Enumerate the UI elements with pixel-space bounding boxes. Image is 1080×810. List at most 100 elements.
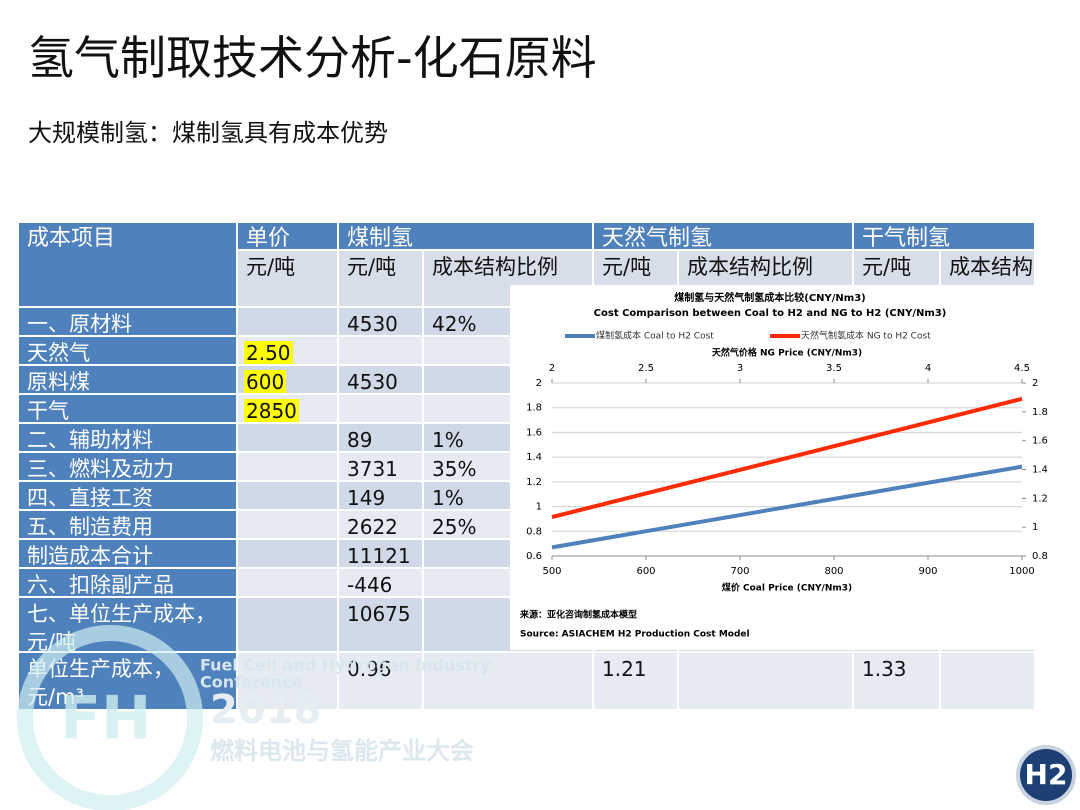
x2-tick-label: 4.5 xyxy=(1014,363,1030,374)
cell-text: 天然气 xyxy=(27,341,90,365)
data-cell xyxy=(338,336,423,365)
row-label: 四、直接工资 xyxy=(18,481,237,510)
x-tick-label: 700 xyxy=(730,566,749,577)
unit-cell: 元/吨 xyxy=(237,250,338,307)
cell-text: 1% xyxy=(432,428,464,452)
watermark-line2: Conference xyxy=(200,673,303,692)
source-note: 来源：亚化咨询制氢成本模型 xyxy=(519,609,637,621)
chart-title: 煤制氢与天然气制氢成本比较(CNY/Nm3) xyxy=(674,291,866,304)
y2-tick-label: 0.8 xyxy=(1032,551,1048,562)
watermark-fh: FH xyxy=(60,684,151,754)
data-cell: 2850 xyxy=(237,394,338,423)
cell-text: 11121 xyxy=(347,544,411,568)
x-tick-label: 500 xyxy=(542,566,561,577)
series-line xyxy=(551,464,1023,550)
y2-tick-label: 1.4 xyxy=(1032,465,1048,476)
cell-text: 10675 xyxy=(347,602,411,626)
data-cell xyxy=(237,568,338,597)
cell-text: 六、扣除副产品 xyxy=(27,573,174,597)
chart-subtitle: Cost Comparison between Coal to H2 and N… xyxy=(594,308,947,319)
watermark-line1: Fuel Cell and Hydrogen Industry xyxy=(200,656,491,675)
header-cell: 成本项目 xyxy=(18,222,237,307)
cell-text: 干气 xyxy=(27,399,69,423)
legend-label: 天然气制氢成本 NG to H2 Cost xyxy=(801,330,931,342)
slide-title: 氢气制取技术分析-化石原料 xyxy=(28,31,597,85)
data-cell: 149 xyxy=(338,481,423,510)
cell-text: 成本结构比例 xyxy=(949,255,1034,279)
data-cell xyxy=(237,510,338,539)
data-cell: 600 xyxy=(237,365,338,394)
x-tick-label: 800 xyxy=(824,566,843,577)
y-tick-label: 0.6 xyxy=(526,551,542,562)
cell-text: 元/吨 xyxy=(246,255,296,279)
data-cell: 10675 xyxy=(338,597,423,652)
row-label: 制造成本合计 xyxy=(18,539,237,568)
data-cell: -446 xyxy=(338,568,423,597)
cell-text: 煤制氢 xyxy=(347,226,414,250)
series-line xyxy=(551,396,1023,520)
cell-text: 1% xyxy=(432,486,464,510)
cell-text: 天然气制氢 xyxy=(602,226,713,250)
x2-axis-title: 天然气价格 NG Price (CNY/Nm3) xyxy=(712,347,862,359)
cell-text: 4530 xyxy=(347,312,398,336)
y2-tick-label: 1.8 xyxy=(1032,407,1048,418)
row-label: 天然气 xyxy=(18,336,237,365)
unit-cell: 元/吨 xyxy=(338,250,423,307)
data-cell xyxy=(237,597,338,652)
cell-text: 成本结构比例 xyxy=(687,255,813,279)
data-cell: 89 xyxy=(338,423,423,452)
cell-text: 干气制氢 xyxy=(862,226,951,250)
x2-tick-label: 3 xyxy=(737,363,743,374)
data-cell: 4530 xyxy=(338,365,423,394)
slide-subtitle: 大规模制氢：煤制氢具有成本优势 xyxy=(28,119,388,147)
row-label: 原料煤 xyxy=(18,365,237,394)
y-tick-label: 1.8 xyxy=(526,403,542,414)
header-cell: 天然气制氢 xyxy=(593,222,853,250)
x2-tick-label: 4 xyxy=(925,363,931,374)
data-cell: 2622 xyxy=(338,510,423,539)
x-tick-label: 900 xyxy=(918,566,937,577)
cell-text: 0.96 xyxy=(347,657,392,681)
data-cell: 11121 xyxy=(338,539,423,568)
data-cell xyxy=(423,652,593,710)
cell-text: 2850 xyxy=(244,399,299,423)
logo-badge xyxy=(1016,745,1076,805)
x-tick-label: 600 xyxy=(636,566,655,577)
cell-text: 2.50 xyxy=(244,341,293,365)
data-cell xyxy=(237,539,338,568)
cell-text: 成本结构比例 xyxy=(432,255,558,279)
y2-tick-label: 1.2 xyxy=(1032,493,1048,504)
watermark-year: 2018 xyxy=(210,687,321,733)
cell-text: 149 xyxy=(347,486,386,510)
cell-text: 四、直接工资 xyxy=(27,486,153,510)
watermark-ring xyxy=(17,625,203,810)
cell-text: 3731 xyxy=(347,457,398,481)
header-cell: 干气制氢 xyxy=(853,222,1035,250)
data-cell: 0.96 xyxy=(338,652,423,710)
data-cell xyxy=(678,652,853,710)
y-tick-label: 1 xyxy=(536,502,542,513)
cell-text: 600 xyxy=(244,370,287,394)
y2-tick-label: 2 xyxy=(1032,378,1038,389)
data-cell xyxy=(237,652,338,710)
source-note: Source: ASIACHEM H2 Production Cost Mode… xyxy=(520,630,750,640)
chart-panel xyxy=(510,285,1035,650)
cell-text: 五、制造费用 xyxy=(27,515,153,539)
data-cell xyxy=(338,394,423,423)
cell-text: 制造成本合计 xyxy=(27,544,153,568)
data-cell: 1.21 xyxy=(593,652,678,710)
y-tick-label: 2 xyxy=(536,378,542,389)
cell-text: 七、单位生产成本，元/吨 xyxy=(27,602,216,652)
row-label: 三、燃料及动力 xyxy=(18,452,237,481)
data-cell: 4530 xyxy=(338,307,423,336)
cell-text: 一、原材料 xyxy=(27,312,132,336)
cell-text: 元/吨 xyxy=(602,255,652,279)
row-label: 六、扣除副产品 xyxy=(18,568,237,597)
header-cell: 煤制氢 xyxy=(338,222,593,250)
cell-text: 89 xyxy=(347,428,373,452)
cell-text: 25% xyxy=(432,515,477,539)
legend-label: 煤制氢成本 Coal to H2 Cost xyxy=(596,330,714,342)
x-axis-title: 煤价 Coal Price (CNY/Nm3) xyxy=(722,582,852,594)
cell-text: 三、燃料及动力 xyxy=(27,457,174,481)
